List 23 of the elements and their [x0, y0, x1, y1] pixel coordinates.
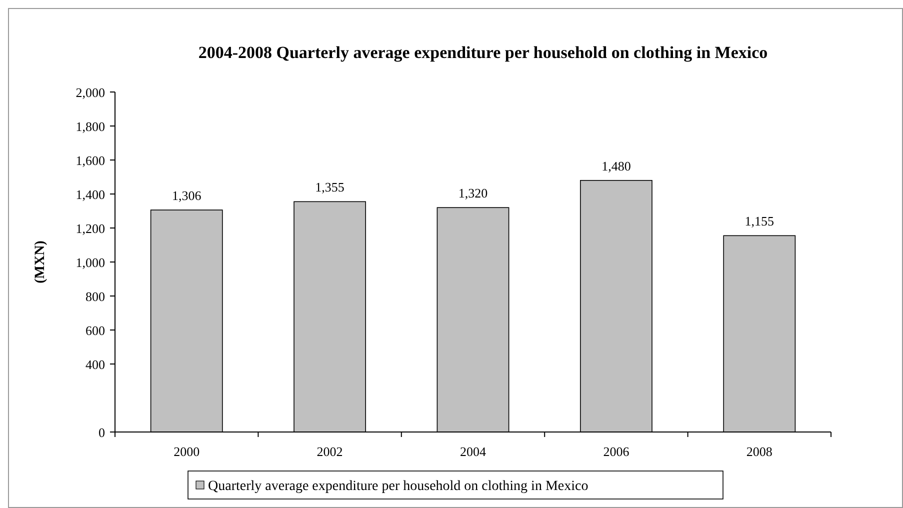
- y-tick-label: 800: [86, 289, 105, 304]
- x-tick-label: 2002: [316, 444, 343, 459]
- y-tick-label: 0: [98, 425, 105, 440]
- y-tick-label: 1,400: [76, 187, 105, 202]
- x-tick-label: 2000: [174, 444, 200, 459]
- y-tick-label: 600: [86, 323, 105, 338]
- y-axis-title: (MXN): [33, 240, 48, 284]
- y-tick-label: 1,800: [76, 119, 105, 134]
- data-label: 1,355: [315, 180, 344, 195]
- data-label: 1,306: [172, 188, 202, 203]
- legend-label: Quarterly average expenditure per household on clothing in Mexico: [208, 479, 588, 494]
- y-tick-label: 1,000: [76, 255, 105, 270]
- data-label: 1,320: [458, 186, 488, 201]
- x-tick-label: 2004: [460, 444, 486, 459]
- y-tick-label: 400: [86, 357, 105, 372]
- data-label: 1,155: [744, 214, 774, 229]
- y-tick-label: 1,200: [76, 221, 105, 236]
- y-tick-label: 2,000: [76, 85, 105, 100]
- chart-title: 2004-2008 Quarterly average expenditure per household on clothing in Mexico: [198, 43, 768, 62]
- x-tick-label: 2006: [603, 444, 630, 459]
- data-label: 1,480: [602, 158, 631, 174]
- y-tick-label: 1,600: [76, 153, 105, 168]
- x-tick-label: 2008: [746, 444, 772, 459]
